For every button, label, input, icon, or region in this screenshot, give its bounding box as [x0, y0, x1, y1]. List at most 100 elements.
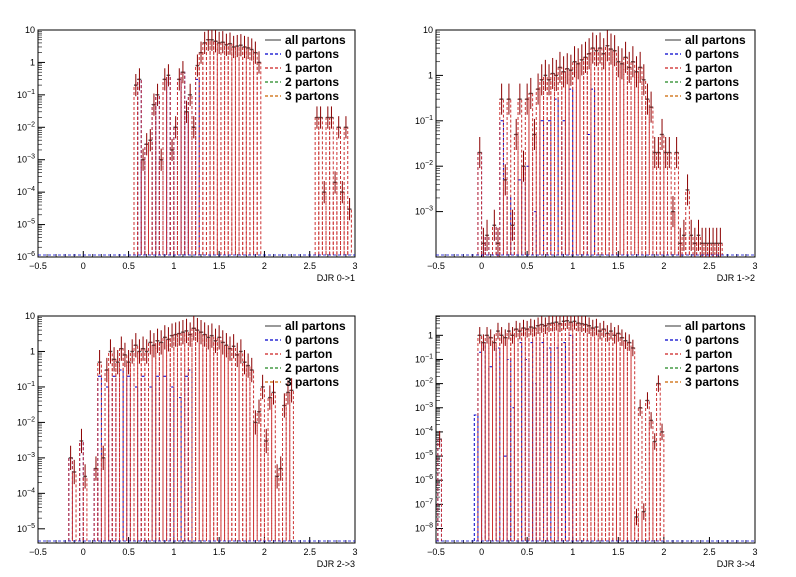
- y-tick-label: 10−4: [17, 487, 35, 498]
- all-partons-bin: [561, 320, 566, 541]
- all-partons-bin: [205, 336, 211, 541]
- zero-parton-bin: [546, 347, 552, 541]
- all-partons-bin: [187, 94, 193, 255]
- zero-parton-bin: [524, 165, 530, 255]
- y-tick-label: 10: [25, 25, 35, 35]
- all-partons-bin: [245, 365, 251, 541]
- all-partons-bin: [626, 66, 632, 255]
- all-partons-bin: [583, 56, 588, 255]
- all-partons-bin: [111, 358, 117, 541]
- all-partons-bin: [583, 324, 588, 541]
- all-partons-bin: [524, 328, 530, 541]
- x-tick-label: 1.5: [612, 547, 625, 557]
- x-tick-label: 3: [752, 547, 757, 557]
- y-tick-label: 10−2: [17, 121, 35, 132]
- x-tick-label: 1.5: [612, 261, 625, 271]
- all-partons-bin: [318, 117, 323, 255]
- x-tick-label: 1: [171, 261, 176, 271]
- legend-entry: 3 partons: [685, 375, 739, 389]
- all-partons-bin: [619, 337, 625, 541]
- all-partons-bin: [119, 348, 124, 541]
- all-partons-bin: [718, 242, 723, 255]
- y-tick-label: 10−3: [415, 206, 433, 217]
- legend-entry: 0 partons: [285, 47, 339, 61]
- all-partons-bin: [656, 383, 661, 541]
- x-tick-label: 2.5: [303, 547, 316, 557]
- all-partons-bin: [263, 440, 269, 541]
- y-tick-label: 10−4: [17, 186, 35, 197]
- all-partons-bin: [550, 322, 555, 541]
- zero-parton-bin: [155, 375, 160, 541]
- zero-parton-bin: [137, 78, 142, 255]
- all-partons-bin: [659, 431, 665, 541]
- y-tick-label: 10−5: [17, 523, 35, 534]
- all-partons-bin: [238, 350, 244, 541]
- zero-parton-bin: [180, 71, 186, 255]
- all-partons-bin: [564, 68, 570, 255]
- x-tick-label: 2: [262, 261, 267, 271]
- all-partons-bin: [227, 43, 233, 255]
- all-partons-bin: [213, 340, 218, 541]
- all-partons-bin: [586, 53, 592, 255]
- legend-entry: 2 partons: [685, 361, 739, 375]
- all-partons-bin: [575, 63, 581, 255]
- all-partons-bin: [594, 326, 599, 541]
- all-partons-bin: [528, 92, 534, 255]
- all-partons-bin: [147, 139, 153, 255]
- x-tick-label: 0.5: [122, 547, 135, 557]
- all-partons-bin: [140, 159, 146, 255]
- legend-entry: 0 partons: [685, 47, 739, 61]
- all-partons-bin: [513, 133, 519, 255]
- all-partons-bin: [652, 441, 658, 541]
- all-partons-bin: [122, 354, 128, 541]
- x-tick-label: 1: [171, 547, 176, 557]
- zero-parton-bin: [104, 386, 110, 541]
- legend-entry: 0 partons: [285, 333, 339, 347]
- y-tick-label: 1: [428, 70, 433, 80]
- y-tick-label: 1: [30, 346, 35, 356]
- zero-parton-bin: [553, 347, 559, 541]
- x-axis-label: DJR 2->3: [317, 559, 355, 569]
- all-partons-bin: [137, 350, 142, 541]
- all-partons-bin: [572, 61, 577, 255]
- all-partons-bin: [499, 334, 504, 541]
- y-tick-label: 10−6: [415, 474, 433, 485]
- all-partons-bin: [579, 323, 585, 541]
- all-partons-bin: [590, 47, 596, 255]
- y-tick-label: 10−3: [415, 402, 433, 413]
- zero-parton-bin: [147, 139, 153, 255]
- zero-parton-bin: [79, 440, 84, 541]
- x-tick-label: 2: [661, 261, 666, 271]
- all-partons-bin: [575, 322, 581, 541]
- all-partons-bin: [437, 438, 442, 541]
- legend-entry: all partons: [285, 33, 346, 47]
- all-partons-bin: [659, 133, 665, 255]
- all-partons-bin: [495, 330, 501, 541]
- all-partons-bin: [79, 440, 84, 541]
- all-partons-bin: [108, 350, 113, 541]
- all-partons-bin: [506, 98, 512, 255]
- all-partons-bin: [561, 71, 566, 255]
- zero-parton-bin: [495, 347, 501, 541]
- zero-parton-bin: [119, 369, 124, 541]
- all-partons-bin: [626, 342, 632, 541]
- all-partons-bin: [510, 334, 515, 541]
- zero-parton-bin: [499, 120, 504, 255]
- all-partons-bin: [100, 457, 106, 541]
- all-partons-bin: [209, 335, 215, 541]
- x-tick-label: 3: [752, 261, 757, 271]
- all-partons-bin: [553, 74, 559, 255]
- all-partons-bin: [137, 78, 142, 255]
- all-partons-bin: [151, 344, 157, 541]
- y-tick-label: 10−2: [415, 378, 433, 389]
- y-tick-label: 10: [423, 25, 433, 35]
- all-partons-bin: [645, 399, 650, 541]
- all-partons-bin: [637, 407, 643, 541]
- x-tick-label: 0: [479, 547, 484, 557]
- all-partons-bin: [568, 321, 574, 541]
- all-partons-bin: [104, 369, 110, 541]
- all-partons-bin: [601, 328, 607, 541]
- x-axis-label: DJR 0->1: [317, 273, 355, 283]
- all-partons-bin: [249, 49, 255, 255]
- zero-parton-bin: [553, 98, 559, 255]
